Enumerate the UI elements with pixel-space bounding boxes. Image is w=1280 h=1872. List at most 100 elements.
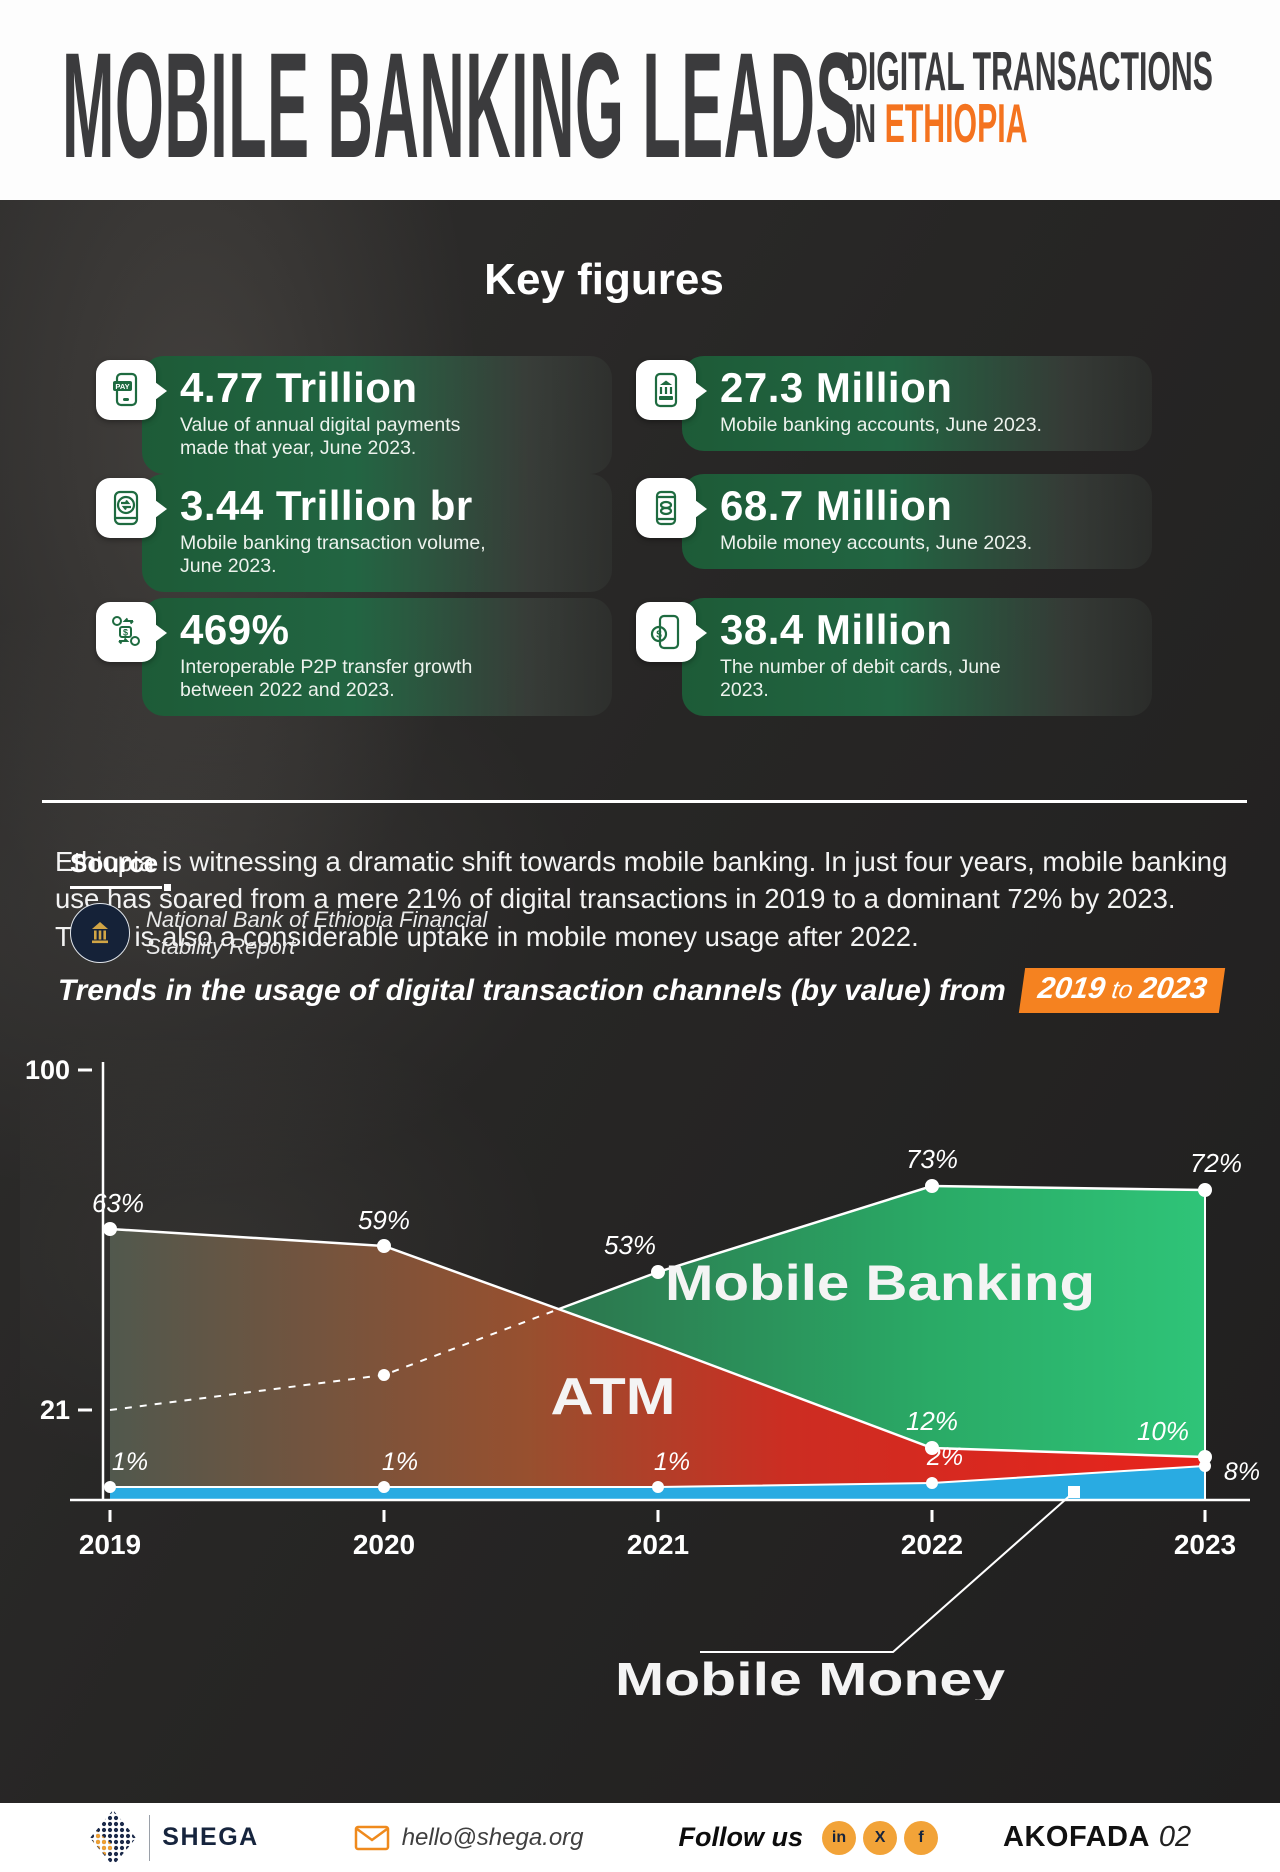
mm-point-2021 <box>652 1481 664 1493</box>
mm-label-2021: 1% <box>654 1448 690 1476</box>
chart-title-row: Trends in the usage of digital transacti… <box>0 968 1280 1013</box>
stat-caption: Mobile banking accounts, June 2023. <box>720 414 1042 437</box>
stat-caption: Mobile banking transaction volume, June … <box>180 532 486 578</box>
mb-point-2020 <box>378 1369 390 1381</box>
stat-value: 27.3 Million <box>720 364 953 411</box>
footer-divider <box>148 1814 151 1861</box>
poster-subtitle: DIGITAL TRANSACTIONS IN ETHIOPIA <box>846 44 1213 151</box>
mb-label-2022: 73% <box>906 1144 958 1174</box>
envelope-icon <box>354 1825 389 1850</box>
subtitle-line2-prefix: IN <box>846 91 885 154</box>
x-label-2019: 2019 <box>79 1529 141 1560</box>
chart-title: Trends in the usage of digital transacti… <box>57 973 1006 1007</box>
atm-area-label: ATM <box>551 1368 676 1426</box>
stat-caption: Mobile money accounts, June 2023. <box>720 532 1033 555</box>
badge-to-word: to <box>1109 976 1135 1004</box>
x-label-2022: 2022 <box>901 1529 963 1560</box>
follow-us-label: Follow us <box>678 1822 804 1852</box>
stat-value: 4.77 Trillion <box>180 364 418 411</box>
stat-value: 3.44 Trillion br <box>180 482 473 529</box>
stat-banner: 3.44 Trillion br Mobile banking transact… <box>142 474 612 593</box>
mb-point-2023 <box>1198 1183 1212 1197</box>
pay-phone-icon: PAY <box>96 360 167 420</box>
mm-point-2022 <box>926 1477 938 1489</box>
social-group: Follow us in X f <box>678 1820 939 1855</box>
stat-value: 469% <box>180 606 290 653</box>
subtitle-ethiopia: ETHIOPIA <box>884 91 1028 154</box>
atm-label-2019: 63% <box>92 1188 144 1218</box>
x-label-2020: 2020 <box>353 1529 415 1560</box>
card-arrow <box>695 624 707 642</box>
mobile-banking-icon <box>636 360 707 420</box>
stat-banner: 68.7 Million Mobile money accounts, June… <box>682 474 1152 570</box>
stat-caption: Interoperable P2P transfer growth betwee… <box>180 656 473 702</box>
stat-banner: 4.77 Trillion Value of annual digital pa… <box>142 356 612 475</box>
atm-line <box>109 1227 1206 1459</box>
stat-value: 38.4 Million <box>720 606 953 653</box>
mm-label-2023: 8% <box>1224 1458 1260 1486</box>
akofada-issue: 02 <box>1158 1821 1192 1853</box>
stat-card-transaction-volume: 3.44 Trillion br Mobile banking transact… <box>96 474 612 593</box>
stat-caption: The number of debit cards, June 2023. <box>720 656 1001 702</box>
shega-logo <box>89 1809 136 1866</box>
section-divider <box>42 800 1247 803</box>
mm-point-2023 <box>1199 1460 1211 1472</box>
atm-point-2022 <box>925 1441 939 1455</box>
stat-card-p2p-growth: $ 469% Interoperable P2P transfer growth… <box>96 598 612 717</box>
source-label: Source <box>70 848 159 878</box>
akofada-label: AKOFADA <box>1003 1821 1150 1853</box>
mobile-money-icon <box>636 478 707 538</box>
y-label-21: 21 <box>40 1395 70 1425</box>
facebook-icon[interactable]: f <box>904 1820 939 1855</box>
body-section: Key figures PAY 4.77 Trillion Value of a… <box>0 200 1280 1803</box>
area-chart: 100 21 2019 2020 2021 2022 2023 63% 59% <box>25 1055 1260 1700</box>
card-arrow <box>695 382 707 400</box>
mobile-banking-area-label: Mobile Banking <box>665 1255 1095 1311</box>
mb-label-2021: 53% <box>604 1230 656 1260</box>
card-arrow <box>155 382 167 400</box>
y-label-100: 100 <box>25 1055 70 1085</box>
stat-card-mobile-money-accounts: 68.7 Million Mobile money accounts, June… <box>636 474 1152 570</box>
atm-point-2019 <box>103 1222 117 1236</box>
footer: SHEGA hello@shega.org Follow us in X f A… <box>0 1803 1280 1872</box>
source-text: National Bank of Ethiopia Financial Stab… <box>146 906 488 960</box>
card-arrow <box>155 624 167 642</box>
mm-label-2020: 1% <box>382 1448 418 1476</box>
mb-point-2021 <box>651 1265 665 1279</box>
poster-title: MOBILE BANKING LEADS <box>62 21 858 189</box>
badge-year-to: 2023 <box>1137 972 1209 1005</box>
contact-email[interactable]: hello@shega.org <box>401 1823 584 1851</box>
x-label-2021: 2021 <box>627 1529 689 1560</box>
svg-text:$: $ <box>123 628 128 638</box>
stat-caption: Value of annual digital payments made th… <box>180 414 461 460</box>
mm-label-2022: 2% <box>926 1443 963 1471</box>
stat-card-digital-payments: PAY 4.77 Trillion Value of annual digita… <box>96 356 612 475</box>
akofada-group: AKOFADA 02 <box>1003 1821 1191 1854</box>
national-bank-ethiopia-logo <box>70 903 130 963</box>
stat-banner: 469% Interoperable P2P transfer growth b… <box>142 598 612 717</box>
header: MOBILE BANKING LEADS DIGITAL TRANSACTION… <box>0 0 1280 200</box>
svg-text:PAY: PAY <box>115 382 129 391</box>
debit-card-icon: $ <box>636 602 707 662</box>
mm-point-2020 <box>378 1481 390 1493</box>
source-block: Source National Bank of Ethiopia Financi… <box>70 848 487 963</box>
source-underline <box>70 884 171 891</box>
atm-point-2020 <box>377 1239 391 1253</box>
email-group[interactable]: hello@shega.org <box>354 1824 584 1852</box>
atm-point-2023 <box>1198 1450 1212 1464</box>
stat-banner: 38.4 Million The number of debit cards, … <box>682 598 1152 717</box>
mm-point-2019 <box>104 1481 116 1493</box>
mobile-banking-line <box>558 1184 1206 1311</box>
atm-label-2022: 12% <box>906 1406 958 1436</box>
stat-value: 68.7 Million <box>720 482 953 529</box>
svg-text:$: $ <box>656 630 662 641</box>
x-twitter-icon[interactable]: X <box>863 1820 898 1855</box>
mobile-money-callout-marker <box>1068 1486 1080 1498</box>
linkedin-icon[interactable]: in <box>822 1820 857 1855</box>
brand-name: SHEGA <box>162 1823 259 1851</box>
mobile-money-area-label: Mobile Money <box>615 1653 1006 1700</box>
transaction-phone-icon <box>96 478 167 538</box>
atm-label-2023: 10% <box>1137 1416 1189 1446</box>
stat-card-debit-cards: $ 38.4 Million The number of debit cards… <box>636 598 1152 717</box>
brand-group: SHEGA <box>89 1809 259 1867</box>
